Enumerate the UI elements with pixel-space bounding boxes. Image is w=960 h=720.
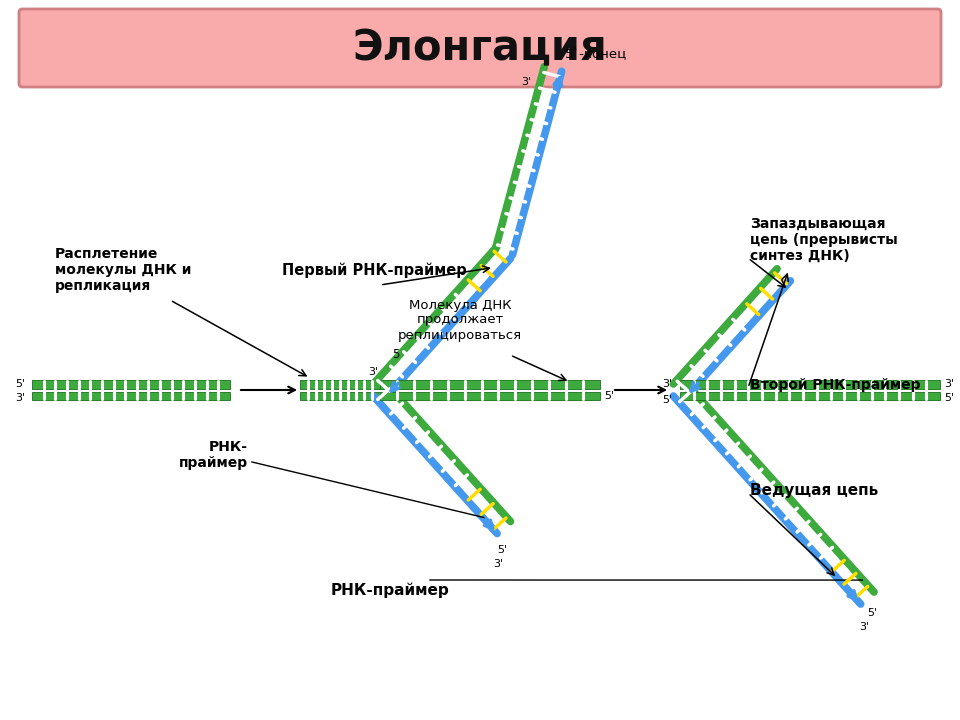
FancyBboxPatch shape: [19, 9, 941, 87]
Text: 3': 3': [661, 379, 672, 389]
Text: 5': 5': [496, 546, 507, 556]
Text: 3': 3': [521, 77, 531, 87]
Bar: [680, 392, 940, 400]
Text: 3': 3': [14, 393, 25, 403]
Text: 5': 5': [14, 379, 25, 389]
Text: 5`-конец: 5`-конец: [565, 48, 627, 61]
Text: 3': 3': [368, 367, 378, 377]
Text: РНК-
праймер: РНК- праймер: [179, 440, 248, 470]
Text: Ведущая цепь: Ведущая цепь: [750, 482, 878, 498]
Text: 3': 3': [859, 622, 870, 632]
Text: 5: 5: [392, 348, 399, 361]
Text: РНК-праймер: РНК-праймер: [330, 582, 449, 598]
Text: Второй РНК-праймер: Второй РНК-праймер: [750, 378, 921, 392]
Text: Молекула ДНК
продолжает
реплицироваться: Молекула ДНК продолжает реплицироваться: [398, 299, 522, 341]
Bar: [300, 380, 380, 389]
Bar: [380, 380, 600, 389]
Text: 5': 5': [661, 395, 672, 405]
Text: Запаздывающая
цепь (прерывисты
синтез ДНК): Запаздывающая цепь (прерывисты синтез ДН…: [750, 217, 898, 264]
Text: 5': 5': [867, 608, 877, 618]
Text: Расплетение
молекулы ДНК и
репликация: Расплетение молекулы ДНК и репликация: [55, 247, 191, 293]
Text: Элонгация: Элонгация: [352, 27, 608, 69]
Bar: [32, 392, 230, 400]
Bar: [680, 380, 940, 389]
Text: 5': 5': [944, 393, 954, 403]
Bar: [32, 380, 230, 389]
Text: 3': 3': [492, 559, 503, 570]
Bar: [380, 392, 600, 400]
Text: 3': 3': [944, 379, 954, 389]
Bar: [300, 392, 380, 400]
Text: Первый РНК-праймер: Первый РНК-праймер: [282, 262, 467, 278]
Text: 5': 5': [604, 391, 614, 401]
